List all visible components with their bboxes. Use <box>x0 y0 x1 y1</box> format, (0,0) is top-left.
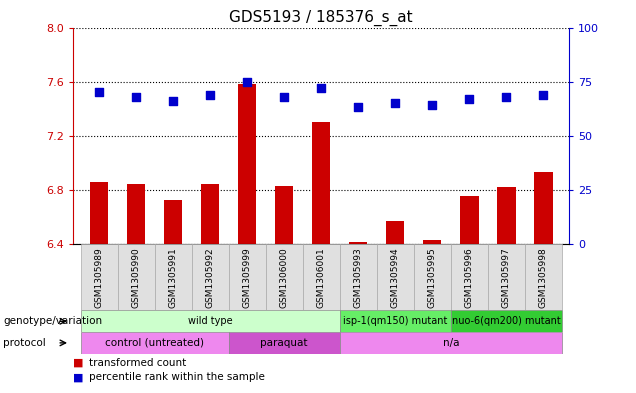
Text: isp-1(qm150) mutant: isp-1(qm150) mutant <box>343 316 447 326</box>
Point <box>94 89 104 95</box>
Bar <box>525 244 562 310</box>
Point <box>464 95 474 102</box>
Text: GSM1305991: GSM1305991 <box>169 247 177 308</box>
Bar <box>90 182 108 244</box>
Text: percentile rank within the sample: percentile rank within the sample <box>89 372 265 382</box>
Bar <box>349 242 368 244</box>
Text: GSM1305994: GSM1305994 <box>391 247 399 308</box>
Bar <box>155 244 191 310</box>
Bar <box>488 244 525 310</box>
Point <box>205 91 215 97</box>
Text: transformed count: transformed count <box>89 358 186 368</box>
Bar <box>81 244 118 310</box>
Point <box>131 94 141 100</box>
Text: ■: ■ <box>73 358 84 368</box>
Bar <box>340 244 377 310</box>
Bar <box>201 184 219 244</box>
Text: GSM1305989: GSM1305989 <box>95 247 104 308</box>
Bar <box>228 332 340 354</box>
Text: GSM1305997: GSM1305997 <box>502 247 511 308</box>
Bar <box>340 332 562 354</box>
Bar <box>460 196 478 244</box>
Bar <box>423 240 441 244</box>
Bar <box>164 200 183 244</box>
Point <box>427 102 438 108</box>
Text: GSM1305993: GSM1305993 <box>354 247 363 308</box>
Bar <box>312 122 331 244</box>
Bar <box>377 244 414 310</box>
Bar <box>451 310 562 332</box>
Text: paraquat: paraquat <box>260 338 308 348</box>
Text: nuo-6(qm200) mutant: nuo-6(qm200) mutant <box>452 316 561 326</box>
Bar <box>275 185 293 244</box>
Text: control (untreated): control (untreated) <box>105 338 204 348</box>
Text: GSM1305996: GSM1305996 <box>465 247 474 308</box>
Bar <box>238 84 256 244</box>
Point <box>538 91 548 97</box>
Bar <box>451 244 488 310</box>
Bar <box>303 244 340 310</box>
Point <box>168 98 178 104</box>
Text: GSM1305995: GSM1305995 <box>428 247 437 308</box>
Text: GSM1306000: GSM1306000 <box>280 247 289 308</box>
Point <box>316 85 326 91</box>
Text: n/a: n/a <box>443 338 459 348</box>
Bar <box>534 172 553 244</box>
Point <box>353 104 363 110</box>
Text: GSM1306001: GSM1306001 <box>317 247 326 308</box>
Text: protocol: protocol <box>3 338 46 348</box>
Bar <box>386 221 404 244</box>
Text: GSM1305998: GSM1305998 <box>539 247 548 308</box>
Text: ■: ■ <box>73 372 84 382</box>
Bar <box>127 184 146 244</box>
Bar <box>414 244 451 310</box>
Point <box>390 100 400 106</box>
Point <box>242 78 252 84</box>
Bar <box>497 187 516 244</box>
Text: GSM1305992: GSM1305992 <box>205 247 214 308</box>
Text: GSM1305990: GSM1305990 <box>132 247 141 308</box>
Bar <box>340 310 451 332</box>
Text: wild type: wild type <box>188 316 232 326</box>
Point <box>279 94 289 100</box>
Bar <box>81 310 340 332</box>
Bar <box>191 244 228 310</box>
Text: GSM1305999: GSM1305999 <box>243 247 252 308</box>
Text: genotype/variation: genotype/variation <box>3 316 102 326</box>
Bar <box>228 244 266 310</box>
Point <box>501 94 511 100</box>
Bar <box>81 332 228 354</box>
Title: GDS5193 / 185376_s_at: GDS5193 / 185376_s_at <box>230 10 413 26</box>
Bar <box>118 244 155 310</box>
Bar <box>266 244 303 310</box>
